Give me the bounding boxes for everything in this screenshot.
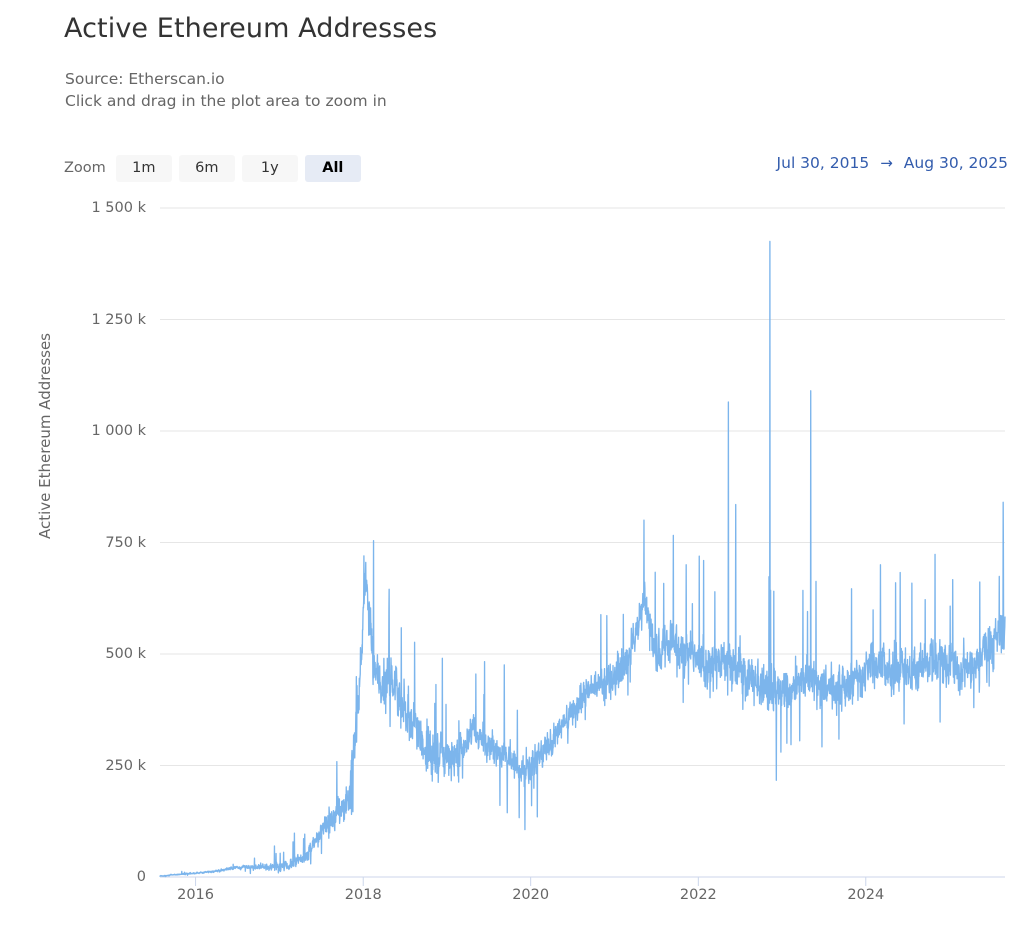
x-axis-tick-label: 2018 bbox=[344, 887, 382, 903]
chart-title: Active Ethereum Addresses bbox=[64, 13, 438, 44]
x-tick-marks bbox=[195, 877, 867, 886]
range-button-all[interactable]: All bbox=[304, 154, 361, 182]
y-axis-tick-label: 1 250 k bbox=[91, 311, 146, 328]
x-axis-tick-label: 2022 bbox=[679, 887, 717, 903]
range-button-1y[interactable]: 1y bbox=[241, 154, 298, 182]
y-axis-tick-label: 1 500 k bbox=[91, 200, 146, 216]
y-axis-tick-label: 0 bbox=[136, 869, 146, 885]
arrow-right-icon: → bbox=[880, 154, 893, 172]
zoom-label: Zoom bbox=[64, 160, 106, 176]
gridlines bbox=[160, 207, 1005, 878]
y-axis-tick-label: 250 k bbox=[105, 757, 146, 774]
y-axis-tick-label: 1 000 k bbox=[91, 423, 146, 439]
y-axis-tick-label: 500 k bbox=[105, 646, 146, 662]
y-axis-labels: 0 250 k 500 k 750 k 1 000 k 1 250 k 1 500 k bbox=[46, 0, 146, 939]
x-axis-tick-label: 2020 bbox=[512, 887, 550, 903]
date-range-to[interactable]: Aug 30, 2025 bbox=[903, 154, 1008, 172]
date-range-from[interactable]: Jul 30, 2015 bbox=[776, 154, 870, 172]
x-axis-tick-label: 2016 bbox=[177, 887, 214, 903]
series-line bbox=[159, 240, 1006, 878]
subtitle-source: Source: Etherscan.io bbox=[65, 70, 225, 88]
y-axis-tick-label: 750 k bbox=[105, 534, 146, 551]
subtitle-hint: Click and drag in the plot area to zoom … bbox=[65, 92, 387, 110]
chart-subtitle: Source: Etherscan.io Click and drag in t… bbox=[65, 68, 387, 112]
plot-area[interactable] bbox=[160, 208, 1005, 877]
date-range-selector: Jul 30, 2015 → Aug 30, 2025 bbox=[777, 154, 1008, 172]
range-selector: Zoom 1m 6m 1y All bbox=[64, 153, 368, 183]
x-axis-tick-label: 2024 bbox=[847, 887, 885, 903]
x-axis-labels: 2016 2018 2020 2022 2024 bbox=[0, 887, 1024, 913]
range-button-1m[interactable]: 1m bbox=[115, 154, 172, 182]
range-button-6m[interactable]: 6m bbox=[178, 154, 235, 182]
